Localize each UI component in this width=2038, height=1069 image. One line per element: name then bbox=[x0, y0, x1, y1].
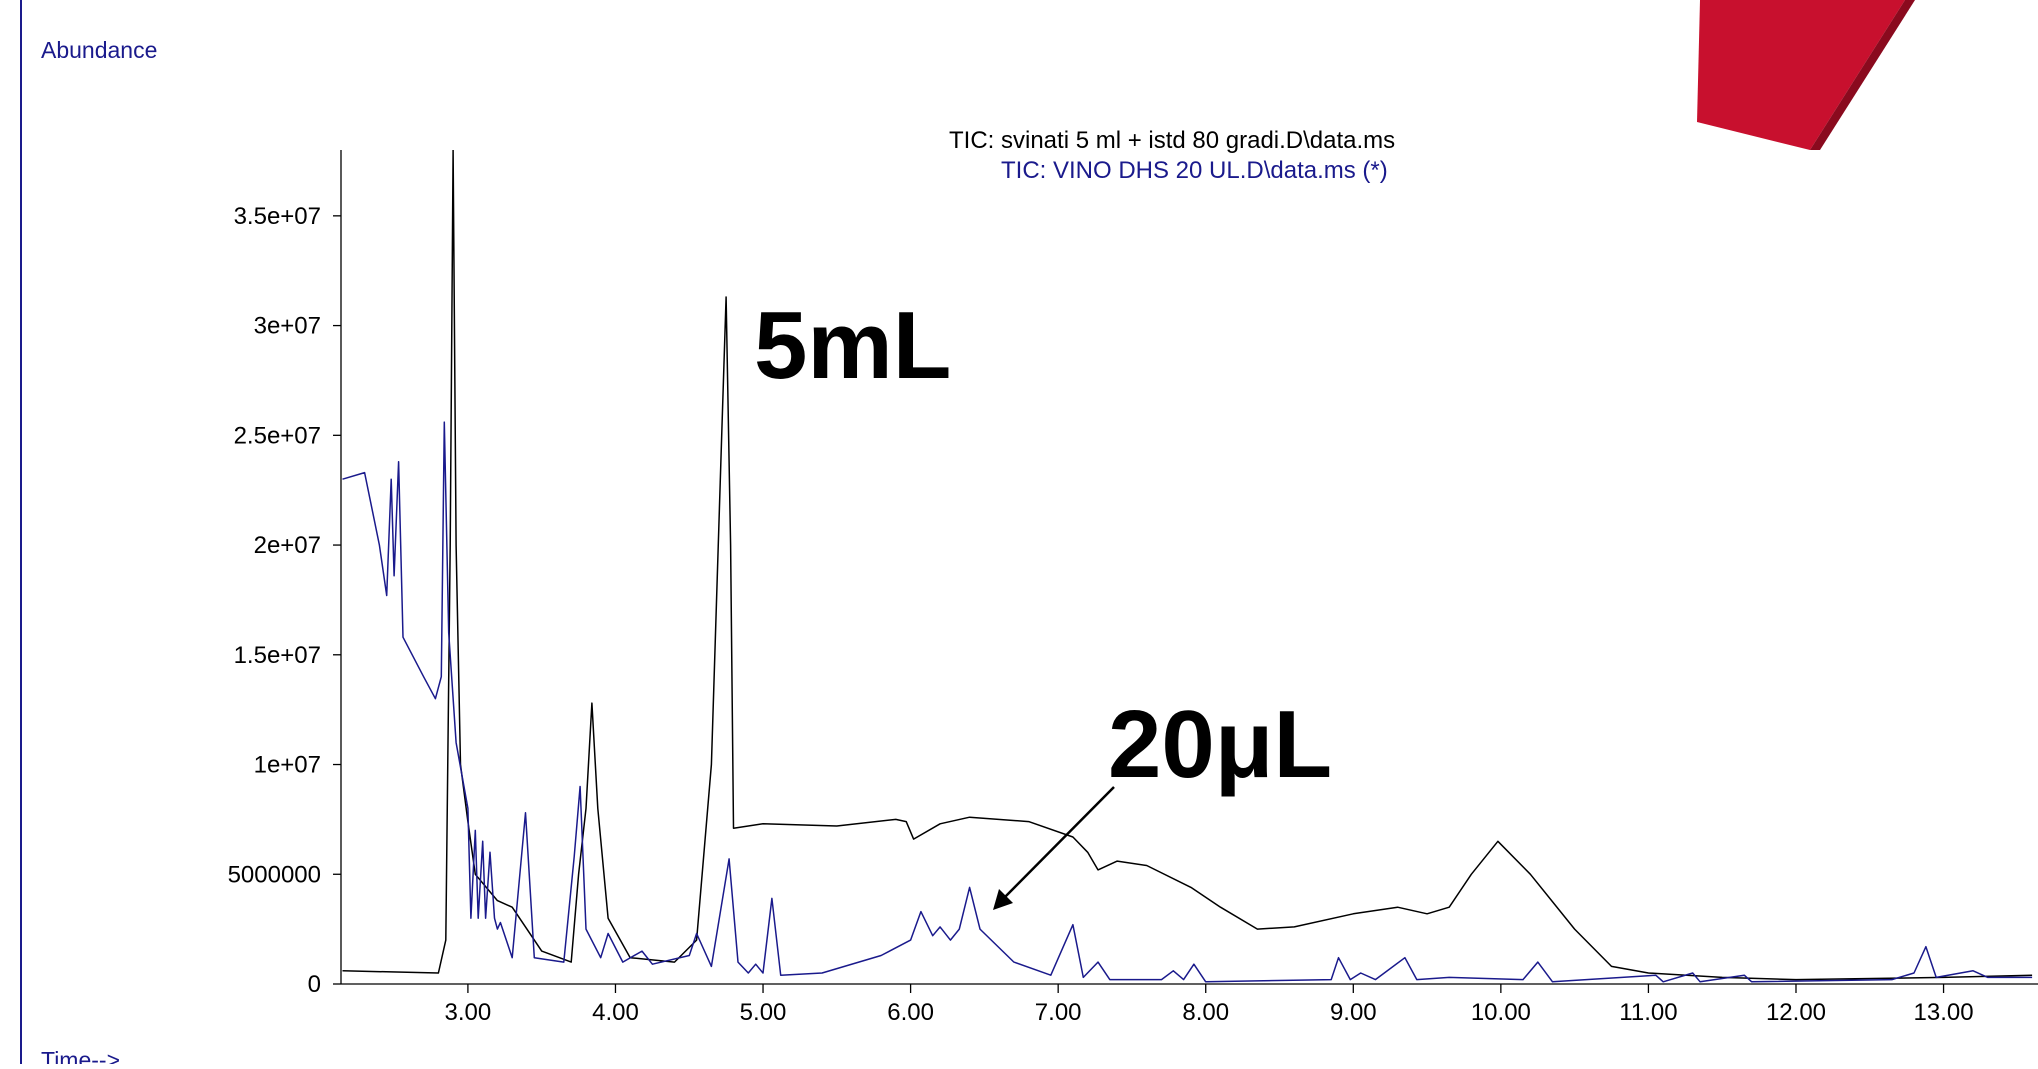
legend-entry: TIC: svinati 5 ml + istd 80 gradi.D\data… bbox=[949, 127, 1395, 154]
x-axis-label: Time--> bbox=[41, 1047, 120, 1064]
x-tick-label: 5.00 bbox=[740, 999, 787, 1026]
y-tick-label: 3e+07 bbox=[254, 313, 321, 340]
x-tick-label: 3.00 bbox=[445, 999, 492, 1026]
x-tick-label: 6.00 bbox=[887, 999, 934, 1026]
x-tick-label: 12.00 bbox=[1766, 999, 1826, 1026]
plot-area bbox=[343, 150, 2033, 982]
red-box-decoration bbox=[1697, 0, 1915, 150]
chart: Abundance Time--> TIC: svinati 5 ml + is… bbox=[0, 0, 2038, 1064]
x-tick-label: 11.00 bbox=[1619, 999, 1677, 1026]
line-series bbox=[343, 150, 2033, 980]
x-tick-label: 4.00 bbox=[592, 999, 639, 1026]
annotation-arrow bbox=[993, 787, 1114, 910]
x-tick-label: 9.00 bbox=[1330, 999, 1377, 1026]
y-tick-label: 2.5e+07 bbox=[234, 422, 321, 449]
annotation: 20μL bbox=[1108, 691, 1332, 798]
y-tick-label: 1e+07 bbox=[254, 752, 321, 779]
x-tick-label: 10.00 bbox=[1471, 999, 1531, 1026]
annotation: 5mL bbox=[754, 292, 951, 399]
y-tick-label: 3.5e+07 bbox=[234, 203, 321, 230]
x-tick-label: 13.00 bbox=[1914, 999, 1974, 1026]
y-tick-label: 5000000 bbox=[228, 861, 321, 888]
x-tick-label: 8.00 bbox=[1182, 999, 1229, 1026]
y-tick-label: 0 bbox=[308, 971, 321, 998]
x-tick-label: 7.00 bbox=[1035, 999, 1082, 1026]
y-tick-label: 2e+07 bbox=[254, 532, 321, 559]
legend-entry: TIC: VINO DHS 20 UL.D\data.ms (*) bbox=[1001, 157, 1388, 184]
y-axis-label: Abundance bbox=[41, 37, 157, 63]
y-tick-label: 1.5e+07 bbox=[234, 642, 321, 669]
